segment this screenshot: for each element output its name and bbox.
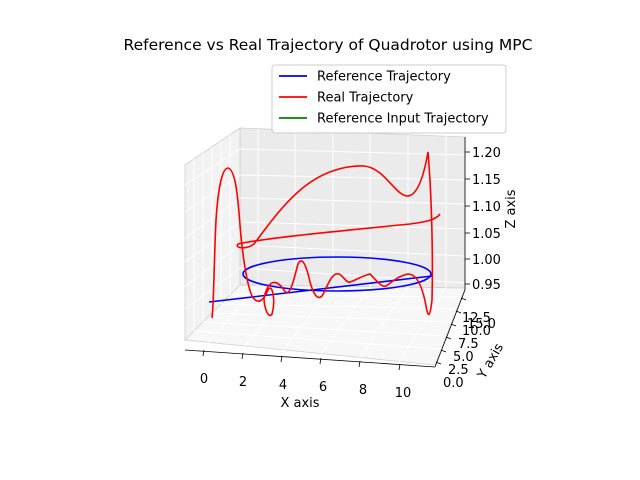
y-tick-label: 2.5 [448,363,469,378]
z-tick-label: 1.15 [472,173,501,188]
x-tick-label: 10 [395,386,412,401]
legend-label-reference: Reference Trajectory [317,70,451,85]
y-tick-label: 7.5 [458,337,479,352]
legend-label-real: Real Trajectory [317,91,414,106]
z-tick-label: 1.10 [472,200,501,215]
y-tick-label: 10.0 [462,324,491,339]
reference-loop [242,256,432,292]
y-tick-label: 0.0 [443,376,464,391]
y-tick-label: 12.5 [462,311,491,326]
grid-lines [184,129,466,363]
z-tick-label: 1.00 [472,253,501,268]
chart-title: Reference vs Real Trajectory of Quadroto… [124,36,533,54]
real-trajectory-line [211,151,441,319]
z-axis-label: Z axis [504,189,519,228]
legend-box [271,64,507,134]
x-axis-line [184,349,436,368]
x-tick-label: 8 [359,383,367,398]
legend: Reference Trajectory Real Trajectory Ref… [271,64,507,134]
z-tick-label: 0.95 [472,278,501,293]
z-tick-label: 1.20 [472,146,501,161]
z-tick-labels: 0.95 1.00 1.05 1.10 1.15 1.20 [472,146,501,293]
series-real-trajectory [211,151,441,319]
axis-lines [184,137,466,368]
x-tick-label: 6 [319,380,327,395]
y-tick-label: 15.0 [467,317,496,332]
x-tick-label: 2 [239,375,247,390]
x-tick-labels: 0 2 4 6 8 10 [200,372,411,401]
y-axis-line [434,289,466,368]
y-tick-label: 5.0 [453,350,474,365]
tick-marks [202,151,470,371]
z-tick-label: 1.05 [472,227,501,242]
x-tick-label: 0 [200,372,208,387]
x-axis-label: X axis [280,396,319,411]
y-tick-labels: 0.0 2.5 5.0 7.5 10.0 12.5 15.0 [443,311,496,391]
legend-label-reference-input: Reference Input Trajectory [317,112,489,127]
x-tick-label: 4 [279,378,287,393]
y-axis-label: Y axis [474,341,507,383]
